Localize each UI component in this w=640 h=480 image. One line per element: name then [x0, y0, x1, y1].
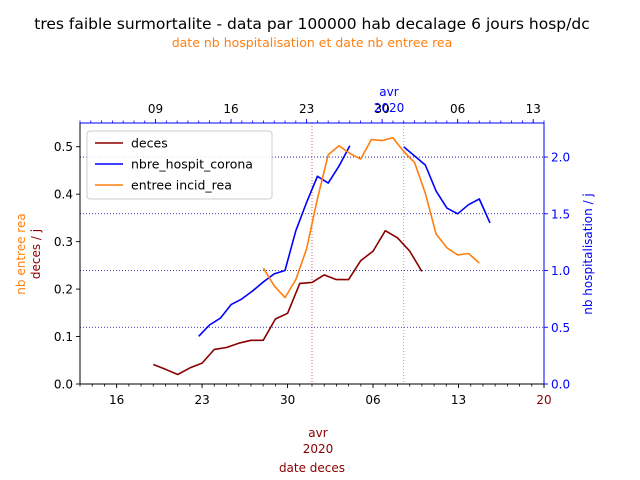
right-tick-label: 1.0: [551, 264, 570, 278]
right-tick-label: 1.5: [551, 207, 570, 221]
series-lines: [153, 136, 491, 376]
left-axis-label-rea: nb entree rea: [14, 213, 28, 294]
top-axis: 09 16 23 30 06 13: [79, 102, 545, 123]
top-axis-year: 2020: [374, 101, 405, 115]
bottom-tick-label: 20: [536, 393, 551, 407]
right-axis: 0.0 0.5 1.0 1.5 2.0: [544, 151, 570, 392]
bottom-axis-year: 2020: [303, 442, 334, 456]
right-axis-label: nb hospitalisation / j: [581, 193, 595, 315]
bottom-axis: 16 23 30 06 13 20: [79, 384, 552, 407]
left-tick-label: 0.1: [54, 330, 73, 344]
chart-subtitle: date nb hospitalisation et date nb entre…: [172, 35, 453, 50]
left-tick-label: 0.0: [54, 378, 73, 392]
legend-label-rea: entree incid_rea: [131, 178, 232, 193]
series-line-deces: [153, 229, 423, 376]
top-tick-label: 06: [450, 102, 465, 116]
top-tick-label: 13: [526, 102, 541, 116]
top-tick-label: 16: [223, 102, 238, 116]
left-tick-label: 0.4: [54, 188, 73, 202]
bottom-tick-label: 13: [451, 393, 466, 407]
right-tick-label: 0.0: [551, 378, 570, 392]
left-axis-label-deces: deces / j: [29, 229, 43, 279]
legend-box: [86, 130, 273, 200]
bottom-tick-label: 06: [365, 393, 380, 407]
series-line-nbre-hospit-corona: [403, 146, 491, 224]
series-line-nbre-hospit-corona: [198, 145, 351, 337]
bottom-tick-label: 16: [109, 393, 124, 407]
top-axis-month: avr: [379, 85, 398, 99]
legend-label-hospit: nbre_hospit_corona: [131, 157, 253, 172]
bottom-tick-label: 30: [280, 393, 295, 407]
right-tick-label: 2.0: [551, 151, 570, 165]
left-tick-label: 0.3: [54, 235, 73, 249]
series-line-entree-incid-rea: [262, 136, 480, 299]
bottom-axis-label: date deces: [279, 461, 345, 475]
legend: deces nbre_hospit_corona entree incid_re…: [86, 130, 273, 200]
chart-title: tres faible surmortalite - data par 1000…: [34, 15, 589, 33]
bottom-tick-label: 23: [194, 393, 209, 407]
top-tick-label: 09: [148, 102, 163, 116]
left-axis: 0.0 0.1 0.2 0.3 0.4 0.5: [54, 140, 80, 392]
left-tick-label: 0.2: [54, 283, 73, 297]
right-tick-label: 0.5: [551, 321, 570, 335]
top-tick-label: 23: [299, 102, 314, 116]
left-tick-label: 0.5: [54, 140, 73, 154]
legend-label-deces: deces: [131, 136, 168, 151]
bottom-axis-month: avr: [308, 426, 327, 440]
top-tick-label: 30: [374, 102, 389, 116]
